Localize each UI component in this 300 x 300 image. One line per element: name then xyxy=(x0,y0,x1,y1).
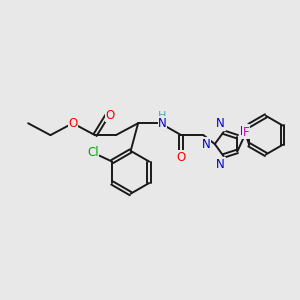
Text: O: O xyxy=(68,117,77,130)
Text: Cl: Cl xyxy=(87,146,99,159)
Text: F: F xyxy=(243,126,250,139)
Text: H: H xyxy=(158,110,167,121)
Text: N: N xyxy=(202,138,210,151)
Text: O: O xyxy=(105,109,115,122)
Text: O: O xyxy=(177,151,186,164)
Text: N: N xyxy=(216,158,225,171)
Text: N: N xyxy=(240,125,249,138)
Text: N: N xyxy=(158,117,167,130)
Text: N: N xyxy=(216,117,225,130)
